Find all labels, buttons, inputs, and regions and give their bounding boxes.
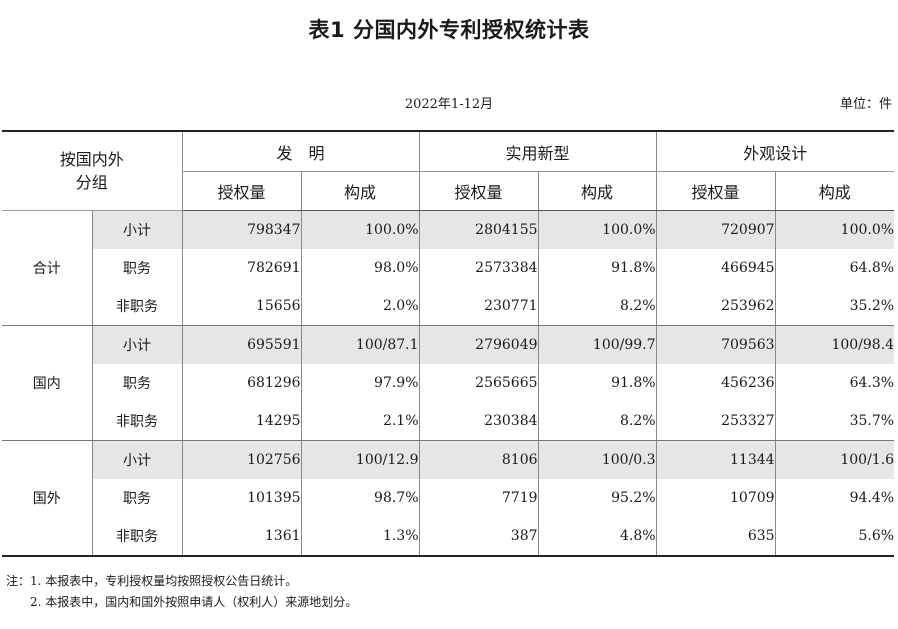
value-cell: 5.6% xyxy=(774,517,895,557)
value-cell: 782691 xyxy=(181,249,302,287)
value-cell: 4.8% xyxy=(537,517,657,557)
value-cell: 681296 xyxy=(181,364,302,402)
col-group-invention: 发 明 xyxy=(181,130,420,172)
value-cell: 2.1% xyxy=(300,402,420,441)
value-cell: 387 xyxy=(418,517,539,557)
sub-col-grants: 授权量 xyxy=(181,171,302,211)
value-cell: 14295 xyxy=(181,402,302,441)
row-label: 非职务 xyxy=(91,517,183,557)
value-cell: 1.3% xyxy=(300,517,420,557)
group-label: 国内 xyxy=(2,325,92,441)
value-cell: 91.8% xyxy=(537,364,657,402)
value-cell: 100/12.9 xyxy=(300,440,420,479)
table-body: 合计 小计 798347 100.0% 2804155 100.0% 72090… xyxy=(2,210,895,557)
value-cell: 100/87.1 xyxy=(300,325,420,364)
table-row: 非职务 1361 1.3% 387 4.8% 635 5.6% xyxy=(2,517,895,557)
value-cell: 100/98.4 xyxy=(774,325,895,364)
value-cell: 100/0.3 xyxy=(537,440,657,479)
value-cell: 2804155 xyxy=(418,210,539,249)
row-label: 职务 xyxy=(91,479,183,517)
value-cell: 98.0% xyxy=(300,249,420,287)
value-cell: 97.9% xyxy=(300,364,420,402)
table-row: 合计 小计 798347 100.0% 2804155 100.0% 72090… xyxy=(2,210,895,326)
group-header-line1: 按国内外 xyxy=(59,150,124,169)
col-group-utility-model: 实用新型 xyxy=(418,130,657,172)
footnotes: 注：1. 本报表中，专利授权量均按照授权公告日统计。 2. 本报表中，国内和国外… xyxy=(6,571,357,613)
sub-col-grants: 授权量 xyxy=(418,171,539,211)
value-cell: 2573384 xyxy=(418,249,539,287)
value-cell: 230771 xyxy=(418,287,539,326)
value-cell: 11344 xyxy=(655,440,776,479)
value-cell: 101395 xyxy=(181,479,302,517)
value-cell: 466945 xyxy=(655,249,776,287)
value-cell: 64.3% xyxy=(774,364,895,402)
group-header-cell: 按国内外 分组 xyxy=(2,130,183,211)
sub-col-share: 构成 xyxy=(300,171,420,211)
footnote-2: 2. 本报表中，国内和国外按照申请人（权利人）来源地划分。 xyxy=(30,595,358,609)
value-cell: 7719 xyxy=(418,479,539,517)
value-cell: 253327 xyxy=(655,402,776,441)
table-row: 国外 小计 102756 100/12.9 8106 100/0.3 11344… xyxy=(2,440,895,557)
table-row: 非职务 15656 2.0% 230771 8.2% 253962 35.2% xyxy=(2,287,895,326)
row-label: 职务 xyxy=(91,249,183,287)
value-cell: 35.2% xyxy=(774,287,895,326)
value-cell: 1361 xyxy=(181,517,302,557)
value-cell: 64.8% xyxy=(774,249,895,287)
table-row: 国内 小计 695591 100/87.1 2796049 100/99.7 7… xyxy=(2,325,895,441)
table-row: 职务 782691 98.0% 2573384 91.8% 466945 64.… xyxy=(2,249,895,287)
value-cell: 100/1.6 xyxy=(774,440,895,479)
table-row: 职务 101395 98.7% 7719 95.2% 10709 94.4% xyxy=(2,479,895,517)
value-cell: 94.4% xyxy=(774,479,895,517)
value-cell: 15656 xyxy=(181,287,302,326)
sub-col-share: 构成 xyxy=(537,171,657,211)
sub-col-share: 构成 xyxy=(774,171,895,211)
value-cell: 91.8% xyxy=(537,249,657,287)
value-cell: 2.0% xyxy=(300,287,420,326)
row-label: 职务 xyxy=(91,364,183,402)
value-cell: 100/99.7 xyxy=(537,325,657,364)
col-group-design: 外观设计 xyxy=(655,130,895,172)
value-cell: 100.0% xyxy=(300,210,420,249)
patent-grant-table: 按国内外 分组 发 明 实用新型 外观设计 授权量 构成 授权量 构成 授权量 … xyxy=(2,130,895,557)
row-label: 小计 xyxy=(91,210,183,249)
row-label: 非职务 xyxy=(91,287,183,326)
value-cell: 98.7% xyxy=(300,479,420,517)
value-cell: 2565665 xyxy=(418,364,539,402)
report-period: 2022年1-12月 xyxy=(404,97,494,112)
row-label: 非职务 xyxy=(91,402,183,441)
value-cell: 102756 xyxy=(181,440,302,479)
value-cell: 35.7% xyxy=(774,402,895,441)
row-label: 小计 xyxy=(91,440,183,479)
table-row: 职务 681296 97.9% 2565665 91.8% 456236 64.… xyxy=(2,364,895,402)
table-row: 非职务 14295 2.1% 230384 8.2% 253327 35.7% xyxy=(2,402,895,441)
unit-label: 单位：件 xyxy=(839,97,892,112)
value-cell: 798347 xyxy=(181,210,302,249)
value-cell: 720907 xyxy=(655,210,776,249)
value-cell: 8.2% xyxy=(537,287,657,326)
value-cell: 456236 xyxy=(655,364,776,402)
value-cell: 635 xyxy=(655,517,776,557)
value-cell: 100.0% xyxy=(774,210,895,249)
sub-col-grants: 授权量 xyxy=(655,171,776,211)
row-label: 小计 xyxy=(91,325,183,364)
value-cell: 8.2% xyxy=(537,402,657,441)
value-cell: 695591 xyxy=(181,325,302,364)
value-cell: 253962 xyxy=(655,287,776,326)
value-cell: 709563 xyxy=(655,325,776,364)
group-label: 国外 xyxy=(2,440,92,557)
footnote-1: 注：1. 本报表中，专利授权量均按照授权公告日统计。 xyxy=(6,574,298,588)
value-cell: 10709 xyxy=(655,479,776,517)
value-cell: 8106 xyxy=(418,440,539,479)
group-header-line2: 分组 xyxy=(75,173,108,192)
table-title: 表1 分国内外专利授权统计表 xyxy=(308,18,590,42)
value-cell: 100.0% xyxy=(537,210,657,249)
value-cell: 2796049 xyxy=(418,325,539,364)
value-cell: 230384 xyxy=(418,402,539,441)
group-label: 合计 xyxy=(2,210,92,326)
value-cell: 95.2% xyxy=(537,479,657,517)
